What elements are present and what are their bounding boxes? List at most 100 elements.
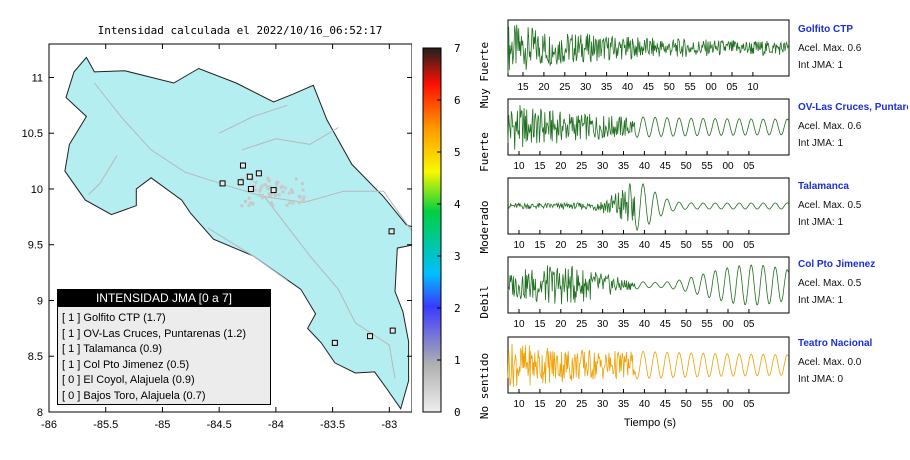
time-tick-label: 45 bbox=[643, 82, 655, 93]
time-tick-label: 00 bbox=[722, 161, 734, 172]
station-dot bbox=[288, 201, 292, 205]
map-frame bbox=[48, 43, 412, 413]
station-jma: Int JMA: 1 bbox=[798, 60, 844, 71]
station-dot bbox=[271, 203, 275, 207]
station-dot bbox=[266, 177, 270, 181]
station-dot bbox=[259, 194, 263, 198]
time-tick-label: 15 bbox=[534, 319, 546, 330]
x-tick-label: -84 bbox=[268, 419, 284, 431]
station-dot bbox=[251, 201, 255, 205]
time-tick-label: 40 bbox=[622, 82, 634, 93]
waveform-trace bbox=[507, 105, 789, 150]
time-tick-label: 45 bbox=[660, 161, 672, 172]
time-tick-label: 55 bbox=[702, 161, 714, 172]
station-marker bbox=[219, 180, 226, 187]
road-line bbox=[218, 104, 288, 134]
y-tick-label: 8.5 bbox=[28, 351, 43, 363]
x-tick-label: -86 bbox=[41, 419, 57, 431]
station-dot bbox=[301, 188, 305, 192]
station-jma: Int JMA: 1 bbox=[798, 138, 844, 149]
time-tick-label: 10 bbox=[513, 319, 525, 330]
colorbar-tick-label: 1 bbox=[454, 354, 461, 367]
station-dot bbox=[274, 194, 278, 198]
station-dot bbox=[268, 185, 272, 189]
station-acel: Acel. Max. 0.6 bbox=[798, 43, 862, 54]
road-line bbox=[264, 196, 396, 379]
time-tick-label: 20 bbox=[555, 161, 567, 172]
station-dot bbox=[260, 184, 264, 188]
station-name: OV-Las Cruces, Puntarenas bbox=[798, 102, 908, 113]
station-dot bbox=[263, 183, 267, 187]
station-dot bbox=[253, 188, 257, 192]
intensity-legend: INTENSIDAD JMA [0 a 7] [ 1 ] Golfito CTP… bbox=[57, 289, 271, 405]
costa-rica-land bbox=[64, 56, 412, 410]
map-title: Intensidad calculada el 2022/10/16_06:52… bbox=[97, 24, 383, 37]
time-tick-label: 35 bbox=[618, 319, 630, 330]
station-dot bbox=[298, 195, 302, 199]
station-dot bbox=[254, 180, 258, 184]
station-info-teatro: Teatro Nacional Acel. Max. 0.0 Int JMA: … bbox=[798, 338, 908, 385]
colorbar-tick-label: 5 bbox=[454, 146, 461, 159]
x-tick-label: -83 bbox=[381, 419, 397, 431]
station-dot bbox=[302, 195, 306, 199]
station-name: Col Pto Jimenez bbox=[798, 259, 876, 270]
time-tick-label: 25 bbox=[576, 399, 588, 410]
station-dot bbox=[267, 179, 271, 183]
colorbar-tick-label: 4 bbox=[454, 198, 461, 211]
colorbar-category-label: Muy Fuerte bbox=[478, 42, 491, 108]
time-tick-label: 00 bbox=[722, 319, 734, 330]
time-tick-label: 15 bbox=[517, 82, 529, 93]
colorbar-category-label: No sentido bbox=[478, 353, 491, 419]
legend-item: [ 1 ] Talamanca (0.9) bbox=[62, 343, 163, 355]
colorbar-category-label: Fuerte bbox=[478, 132, 491, 172]
waveform-frame bbox=[507, 256, 790, 314]
station-dot bbox=[291, 201, 295, 205]
station-dot bbox=[247, 204, 251, 208]
time-tick-label: 05 bbox=[743, 240, 755, 251]
time-tick-label: 30 bbox=[597, 399, 609, 410]
station-dot bbox=[269, 201, 273, 205]
time-tick-label: 55 bbox=[685, 82, 697, 93]
station-dot bbox=[276, 180, 280, 184]
time-tick-label: 35 bbox=[618, 240, 630, 251]
time-tick-label: 20 bbox=[555, 399, 567, 410]
station-acel: Acel. Max. 0.0 bbox=[798, 357, 862, 368]
station-dot bbox=[301, 198, 305, 202]
waveform-panels: 15 20 25 30 35 40 45 50 55 00 05 10 10 15 20 25 30 35 40 45… bbox=[507, 19, 790, 410]
y-tick-label: 9 bbox=[37, 295, 43, 307]
station-dot bbox=[297, 201, 301, 205]
time-tick-label: 25 bbox=[576, 319, 588, 330]
colorbar-tick-label: 7 bbox=[454, 42, 461, 55]
station-dot bbox=[268, 194, 272, 198]
station-marker bbox=[247, 185, 254, 192]
time-tick-label: 55 bbox=[702, 399, 714, 410]
road-line bbox=[207, 227, 288, 281]
station-acel: Acel. Max. 0.6 bbox=[798, 121, 862, 132]
station-dot bbox=[240, 177, 244, 181]
time-tick-label: 25 bbox=[576, 161, 588, 172]
station-dot bbox=[294, 177, 298, 181]
station-dot bbox=[240, 204, 244, 208]
time-tick-label: 05 bbox=[743, 161, 755, 172]
time-tick-label: 10 bbox=[747, 82, 759, 93]
station-marker bbox=[389, 327, 396, 334]
waveform-trace bbox=[507, 343, 789, 388]
legend-item: [ 1 ] OV-Las Cruces, Puntarenas (1.2) bbox=[62, 327, 247, 340]
station-dot bbox=[248, 201, 252, 205]
legend-list: [ 1 ] Golfito CTP (1.7) [ 1 ] OV-Las Cru… bbox=[58, 311, 270, 404]
time-tick-label: 10 bbox=[513, 399, 525, 410]
x-tick-label: -83.5 bbox=[320, 419, 345, 431]
station-jma: Int JMA: 1 bbox=[798, 217, 844, 228]
station-name: Teatro Nacional bbox=[798, 338, 873, 349]
station-info-talamanca: Talamanca Acel. Max. 0.5 Int JMA: 1 bbox=[798, 181, 908, 228]
y-tick-label: 11 bbox=[32, 72, 43, 84]
station-info-golfito: Golfito CTP Acel. Max. 0.6 Int JMA: 1 bbox=[798, 24, 908, 71]
colorbar-tick-label: 3 bbox=[454, 250, 461, 263]
waveform-frame bbox=[507, 19, 790, 77]
station-marker bbox=[388, 228, 395, 235]
station-dot bbox=[266, 187, 270, 191]
station-marker bbox=[270, 187, 277, 194]
station-dot bbox=[281, 190, 285, 194]
time-tick-label: 15 bbox=[534, 240, 546, 251]
x-tick-label: -85 bbox=[154, 419, 170, 431]
